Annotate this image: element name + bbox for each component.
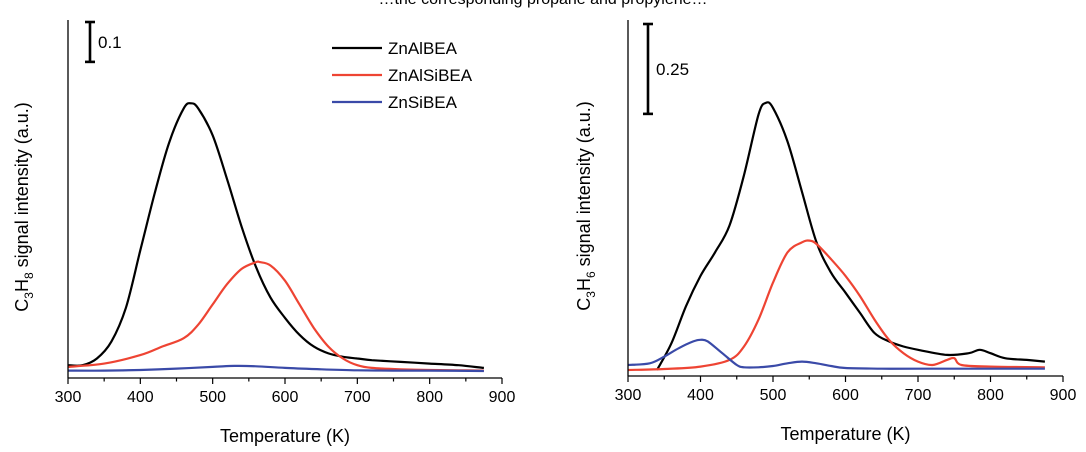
x-tick-label: 600 <box>272 389 299 406</box>
chart-right: 300 400 500 600 700 800 900 Temperature … <box>574 20 1076 444</box>
caption-fragment: …the corresponding propane and propylene… <box>378 0 707 8</box>
x-tick-label: 600 <box>832 387 859 404</box>
x-tick-label: 900 <box>489 389 516 406</box>
y-label-part: signal intensity (a.u.) <box>12 102 32 272</box>
legend: ZnAlBEA ZnAlSiBEA ZnSiBEA <box>332 39 473 112</box>
x-axis-label: Temperature (K) <box>780 424 910 444</box>
scale-bar-left <box>85 20 95 64</box>
scale-bar-label: 0.1 <box>98 33 122 52</box>
scale-bar-label: 0.25 <box>656 60 689 79</box>
y-label-sub: 3 <box>584 291 598 298</box>
x-tick-label: 700 <box>344 389 371 406</box>
series-line-znsibea <box>67 364 484 373</box>
y-axis-label: C3H6 signal intensity (a.u.) <box>574 101 598 310</box>
x-tick-label: 900 <box>1050 387 1077 404</box>
series-line-znalsibea <box>627 239 1045 372</box>
y-axis-label: C3H8 signal intensity (a.u.) <box>12 102 36 311</box>
x-tick-label: 500 <box>760 387 787 404</box>
scale-bar-right <box>643 22 653 116</box>
chart-left: 300 400 500 600 700 800 900 Temperature … <box>12 20 515 446</box>
x-tick-label: 500 <box>199 389 226 406</box>
x-tick-label: 300 <box>55 389 82 406</box>
x-tick-label: 800 <box>977 387 1004 404</box>
series-line-znsibea <box>627 338 1045 370</box>
x-tick-label: 300 <box>615 387 642 404</box>
y-label-part: H <box>574 278 594 291</box>
x-tick-label: 700 <box>905 387 932 404</box>
x-tick-label: 400 <box>687 387 714 404</box>
legend-entry: ZnAlSiBEA <box>388 66 473 85</box>
axes-left <box>67 20 503 384</box>
x-tick-label: 400 <box>127 389 154 406</box>
x-axis-label: Temperature (K) <box>220 426 350 446</box>
y-label-part: C <box>574 298 594 311</box>
series-line-znalbea <box>67 102 485 369</box>
y-label-sub: 6 <box>584 271 598 278</box>
y-label-part: H <box>12 279 32 292</box>
x-tick-label: 800 <box>416 389 443 406</box>
y-label-sub: 8 <box>22 272 36 279</box>
y-label-part: C <box>12 299 32 312</box>
series-layer-left <box>67 102 485 373</box>
axes-right <box>627 20 1064 382</box>
series-layer-right <box>627 101 1046 372</box>
y-label-sub: 3 <box>22 292 36 299</box>
y-label-part: signal intensity (a.u.) <box>574 101 594 271</box>
series-line-znalbea <box>656 101 1046 371</box>
legend-entry: ZnAlBEA <box>388 39 458 58</box>
series-line-znalsibea <box>67 260 484 372</box>
legend-entry: ZnSiBEA <box>388 93 458 112</box>
